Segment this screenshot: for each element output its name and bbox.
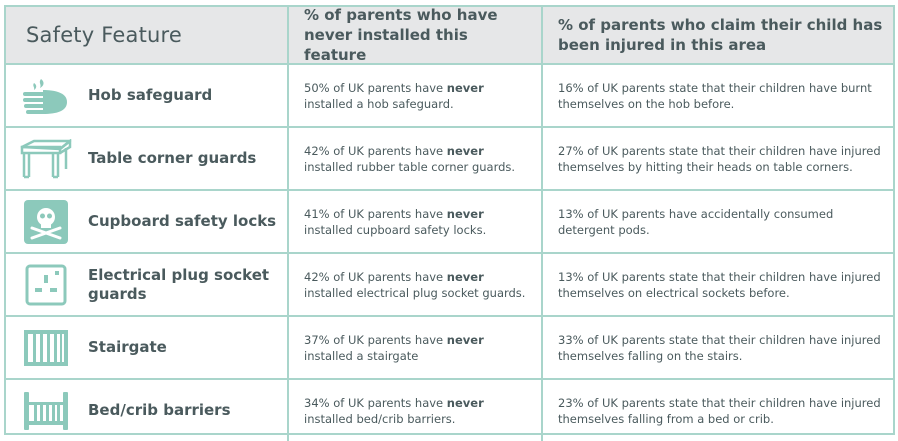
feature-name: Electrical plug socket guards [88, 265, 270, 303]
never-installed-text: 42% of UK parents have never installed e… [304, 269, 526, 300]
injured-text: 16% of UK parents state that their child… [558, 80, 872, 111]
injured-cell: 13% of UK parents state that their child… [543, 254, 893, 315]
hand-flame-icon [20, 73, 72, 119]
never-installed-text: 50% of UK parents have never installed a… [304, 80, 484, 111]
never-installed-text: 41% of UK parents have never installed c… [304, 206, 487, 237]
table-header: Safety Feature % of parents who have nev… [6, 6, 893, 65]
injured-cell: 27% of UK parents state that their child… [543, 128, 893, 189]
never-installed-cell: 34% of UK parents have never installed b… [289, 380, 543, 441]
header-never-label: % of parents who have never installed th… [304, 6, 498, 64]
injured-text: 23% of UK parents state that their child… [558, 395, 881, 426]
table-icon [20, 136, 72, 182]
feature-name: Hob safeguard [88, 86, 213, 104]
never-installed-cell: 50% of UK parents have never installed a… [289, 65, 543, 126]
table-row: Cupboard safety locks 41% of UK parents … [6, 191, 893, 254]
table-row: Table corner guards 42% of UK parents ha… [6, 128, 893, 191]
stairgate-icon [20, 325, 72, 371]
injured-cell: 16% of UK parents state that their child… [543, 65, 893, 126]
never-installed-cell: 37% of UK parents have never installed a… [289, 317, 543, 378]
never-installed-cell: 42% of UK parents have never installed e… [289, 254, 543, 315]
plug-socket-icon [20, 262, 72, 308]
feature-cell: Cupboard safety locks [6, 191, 289, 252]
feature-cell: Table corner guards [6, 128, 289, 189]
injured-text: 13% of UK parents state that their child… [558, 269, 881, 300]
feature-cell: Hob safeguard [6, 65, 289, 126]
never-installed-cell: 42% of UK parents have never installed r… [289, 128, 543, 189]
safety-feature-table: Safety Feature % of parents who have nev… [4, 5, 895, 441]
feature-cell: Electrical plug socket guards [6, 254, 289, 315]
table-row: Electrical plug socket guards 42% of UK … [6, 254, 893, 317]
injured-text: 13% of UK parents have accidentally cons… [558, 206, 834, 237]
table-row: Hob safeguard 50% of UK parents have nev… [6, 65, 893, 128]
header-feature-label: Safety Feature [26, 23, 183, 47]
feature-name: Stairgate [88, 338, 167, 356]
injured-cell: 23% of UK parents state that their child… [543, 380, 893, 441]
injured-cell: 33% of UK parents state that their child… [543, 317, 893, 378]
crib-icon [20, 388, 72, 434]
header-cell-injured: % of parents who claim their child has b… [543, 7, 893, 63]
never-installed-text: 34% of UK parents have never installed b… [304, 395, 484, 426]
injured-cell: 13% of UK parents have accidentally cons… [543, 191, 893, 252]
never-installed-cell: 41% of UK parents have never installed c… [289, 191, 543, 252]
table-row: Stairgate 37% of UK parents have never i… [6, 317, 893, 380]
feature-cell: Stairgate [6, 317, 289, 378]
feature-name: Bed/crib barriers [88, 401, 231, 419]
feature-cell: Bed/crib barriers [6, 380, 289, 441]
header-cell-feature: Safety Feature [6, 7, 289, 63]
skull-crossbones-icon [20, 199, 72, 245]
never-installed-text: 37% of UK parents have never installed a… [304, 332, 484, 363]
injured-text: 27% of UK parents state that their child… [558, 143, 881, 174]
header-injured-label: % of parents who claim their child has b… [558, 16, 883, 54]
feature-name: Table corner guards [88, 149, 257, 167]
never-installed-text: 42% of UK parents have never installed r… [304, 143, 516, 174]
injured-text: 33% of UK parents state that their child… [558, 332, 881, 363]
table-row: Bed/crib barriers 34% of UK parents have… [6, 380, 893, 441]
feature-name: Cupboard safety locks [88, 212, 277, 230]
header-cell-never: % of parents who have never installed th… [289, 6, 543, 64]
